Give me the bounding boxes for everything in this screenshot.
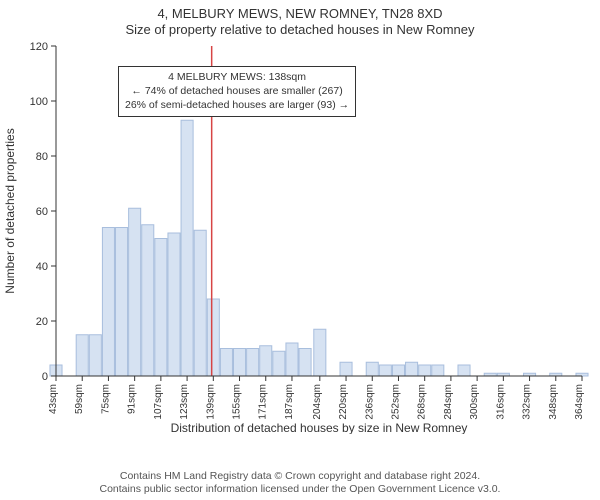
histogram-bar bbox=[419, 365, 431, 376]
y-tick-label: 40 bbox=[36, 261, 48, 273]
histogram-bar bbox=[392, 365, 404, 376]
chart-area: 0 20 40 60 80 100 120 43sqm 59sqm 75sqm 91sqm 107sq… bbox=[0, 42, 600, 452]
x-tick-label: 171sqm bbox=[258, 384, 269, 420]
x-tick-label: 284sqm bbox=[443, 384, 454, 420]
histogram-bar bbox=[340, 362, 352, 376]
x-tick-label: 252sqm bbox=[390, 384, 401, 420]
histogram-bar bbox=[247, 349, 259, 377]
x-tick-label: 91sqm bbox=[127, 384, 138, 414]
y-tick-label: 20 bbox=[36, 316, 48, 328]
x-tick-label: 43sqm bbox=[48, 384, 59, 414]
histogram-bar bbox=[89, 335, 101, 376]
histogram-bar bbox=[207, 299, 219, 376]
chart-title-block: 4, MELBURY MEWS, NEW ROMNEY, TN28 8XD Si… bbox=[0, 0, 600, 39]
x-tick-label: 204sqm bbox=[312, 384, 323, 420]
histogram-bar bbox=[155, 239, 167, 377]
histogram-bar bbox=[142, 225, 154, 376]
histogram-bar bbox=[379, 365, 391, 376]
histogram-bar bbox=[102, 228, 114, 377]
histogram-bar bbox=[273, 351, 285, 376]
histogram-bar bbox=[432, 365, 444, 376]
histogram-bar bbox=[116, 228, 128, 377]
x-tick-label: 59sqm bbox=[74, 384, 85, 414]
histogram-bar bbox=[168, 233, 180, 376]
info-line-1: 4 MELBURY MEWS: 138sqm bbox=[125, 70, 349, 84]
histogram-bar bbox=[220, 349, 232, 377]
x-tick-label: 107sqm bbox=[153, 384, 164, 420]
x-tick-label: 220sqm bbox=[338, 384, 349, 420]
footer-line-1: Contains HM Land Registry data © Crown c… bbox=[0, 470, 600, 483]
chart-title-main: 4, MELBURY MEWS, NEW ROMNEY, TN28 8XD bbox=[0, 6, 600, 22]
x-tick-label: 348sqm bbox=[548, 384, 559, 420]
x-tick-label: 123sqm bbox=[179, 384, 190, 420]
x-tick-label: 332sqm bbox=[522, 384, 533, 420]
chart-info-box: 4 MELBURY MEWS: 138sqm ← 74% of detached… bbox=[118, 66, 356, 117]
histogram-bar bbox=[129, 208, 141, 376]
chart-title-sub: Size of property relative to detached ho… bbox=[0, 22, 600, 38]
x-tick-label: 316sqm bbox=[495, 384, 506, 420]
y-tick-label: 0 bbox=[42, 371, 48, 383]
x-tick-label: 155sqm bbox=[232, 384, 243, 420]
histogram-bar bbox=[299, 349, 311, 377]
attribution-footer: Contains HM Land Registry data © Crown c… bbox=[0, 470, 600, 496]
info-line-2: ← 74% of detached houses are smaller (26… bbox=[125, 84, 349, 98]
histogram-bar bbox=[181, 120, 193, 376]
x-tick-label: 187sqm bbox=[284, 384, 295, 420]
x-axis-title: Distribution of detached houses by size … bbox=[171, 421, 468, 434]
histogram-bar bbox=[286, 343, 298, 376]
histogram-bar bbox=[76, 335, 88, 376]
x-tick-label: 75sqm bbox=[100, 384, 111, 414]
bars-group bbox=[50, 120, 588, 376]
y-axis-title: Number of detached properties bbox=[3, 128, 17, 293]
histogram-bar bbox=[194, 230, 206, 376]
footer-line-2: Contains public sector information licen… bbox=[0, 483, 600, 496]
y-tick-label: 120 bbox=[30, 42, 48, 53]
histogram-bar bbox=[458, 365, 470, 376]
y-tick-label: 100 bbox=[30, 96, 48, 108]
histogram-bar bbox=[234, 349, 246, 377]
y-tick-label: 60 bbox=[36, 206, 48, 218]
x-tick-label: 364sqm bbox=[574, 384, 585, 420]
y-tick-label: 80 bbox=[36, 151, 48, 163]
histogram-bar bbox=[406, 362, 418, 376]
x-tick-label: 236sqm bbox=[364, 384, 375, 420]
x-tick-label: 268sqm bbox=[417, 384, 428, 420]
info-line-3: 26% of semi-detached houses are larger (… bbox=[125, 98, 349, 112]
histogram-bar bbox=[366, 362, 378, 376]
histogram-bar bbox=[260, 346, 272, 376]
histogram-bar bbox=[314, 329, 326, 376]
x-tick-label: 300sqm bbox=[469, 384, 480, 420]
x-tick-label: 139sqm bbox=[205, 384, 216, 420]
